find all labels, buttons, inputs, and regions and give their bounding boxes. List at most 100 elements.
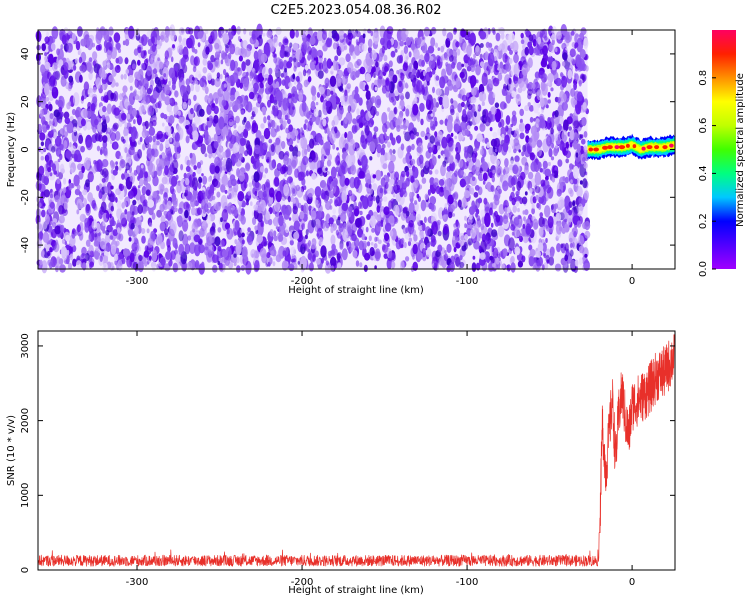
noise-speckle [416,217,420,223]
noise-speckle [375,169,382,181]
noise-speckle [240,214,245,219]
noise-speckle [535,250,541,258]
noise-speckle [535,194,539,200]
noise-speckle [347,189,353,197]
noise-speckle [479,91,487,103]
noise-speckle [148,255,152,261]
noise-speckle [83,108,88,119]
noise-speckle [430,203,435,211]
noise-speckle [207,244,215,254]
noise-speckle [349,45,355,53]
noise-speckle [158,183,165,193]
noise-speckle [189,194,197,208]
noise-speckle [61,34,67,45]
noise-speckle [120,212,127,225]
noise-speckle [341,202,349,212]
noise-speckle [115,240,120,247]
noise-speckle [374,236,378,242]
noise-speckle [359,210,363,216]
noise-speckle [455,77,461,89]
noise-speckle [510,255,515,264]
noise-speckle [450,98,454,104]
noise-speckle [268,195,274,205]
noise-speckle [217,260,220,266]
noise-speckle [324,77,330,88]
noise-speckle [38,165,45,176]
noise-speckle [124,121,128,128]
noise-speckle [551,38,555,46]
noise-speckle [262,80,266,85]
noise-speckle [101,159,109,168]
noise-speckle [128,146,135,156]
noise-speckle [413,60,419,71]
noise-speckle [103,28,110,41]
noise-speckle [85,179,90,188]
noise-speckle [231,206,239,217]
noise-speckle [400,237,405,245]
noise-speckle [358,170,365,179]
noise-speckle [492,191,496,195]
noise-speckle [198,176,203,183]
noise-speckle [307,120,313,132]
noise-speckle [352,118,357,125]
noise-speckle [265,73,269,79]
noise-speckle [444,250,447,254]
noise-speckle [253,50,259,61]
noise-speckle [510,262,516,273]
noise-speckle [527,102,531,107]
noise-speckle [358,122,364,129]
noise-speckle [159,221,166,232]
noise-speckle [442,214,446,220]
noise-speckle [494,198,500,206]
noise-speckle [403,45,409,55]
noise-speckle [60,111,64,118]
noise-speckle [497,143,502,153]
noise-speckle [479,43,484,48]
noise-speckle [288,124,293,133]
noise-speckle [226,228,230,235]
noise-speckle [278,223,285,237]
noise-speckle [441,136,448,149]
noise-speckle [64,117,71,125]
noise-speckle [527,84,532,90]
noise-speckle [368,117,374,128]
noise-speckle [63,201,69,210]
noise-speckle [542,160,548,169]
noise-speckle [48,120,52,127]
noise-speckle [121,112,127,121]
noise-speckle [281,140,286,150]
noise-speckle [202,66,208,74]
noise-speckle [174,90,179,98]
noise-speckle [123,128,129,137]
noise-speckle [39,259,43,266]
noise-speckle [498,27,505,35]
noise-speckle [542,242,547,253]
noise-speckle [311,116,316,123]
noise-speckle [79,74,83,83]
noise-speckle [259,141,263,146]
noise-speckle [318,137,323,143]
noise-speckle [334,55,339,61]
noise-speckle [505,115,511,125]
noise-speckle [560,243,564,249]
noise-speckle [381,143,386,149]
noise-speckle [136,115,142,126]
noise-speckle [450,132,454,137]
noise-speckle [214,61,218,67]
noise-speckle [73,174,80,187]
noise-speckle [466,111,473,119]
noise-speckle [250,155,255,164]
noise-speckle [146,176,152,182]
noise-speckle [168,80,171,87]
noise-speckle [339,106,344,115]
noise-speckle [118,165,122,171]
noise-speckle [584,220,591,231]
noise-speckle [263,116,267,124]
noise-speckle [353,201,357,209]
noise-speckle [92,51,98,61]
noise-speckle [420,220,424,226]
noise-speckle [170,56,174,63]
noise-speckle [159,40,163,47]
noise-speckle [473,111,477,118]
noise-speckle [312,48,318,58]
